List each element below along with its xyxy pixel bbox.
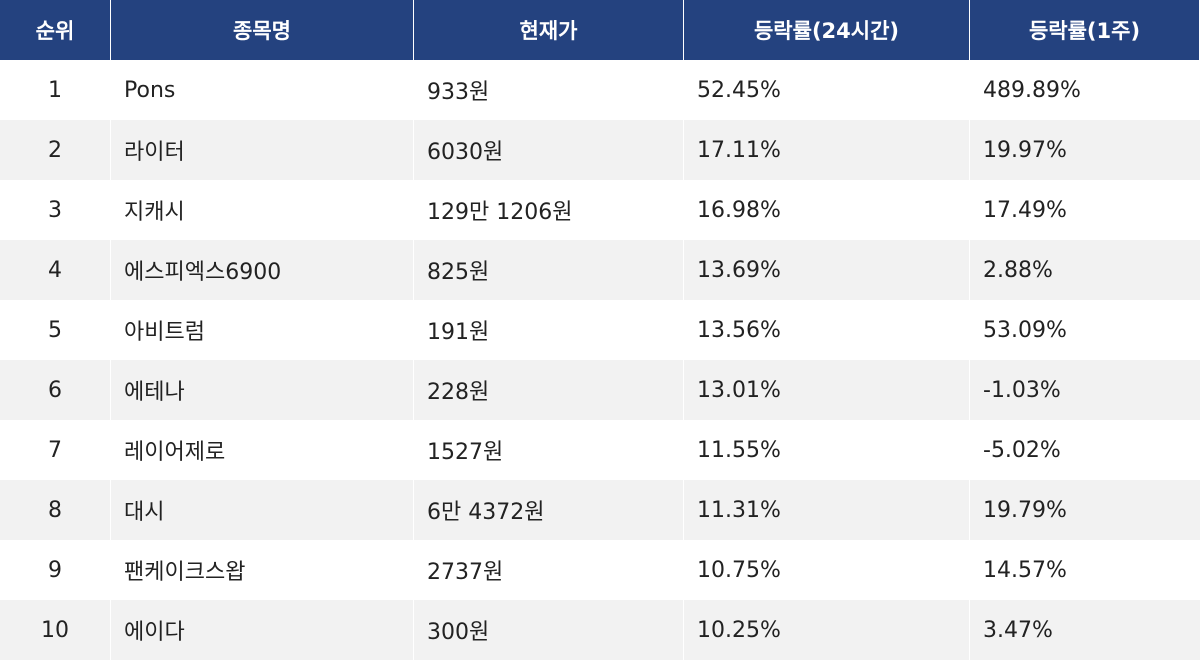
cell-rank: 1 — [0, 60, 111, 120]
cell-change-1w: -5.02% — [970, 420, 1200, 480]
header-change-1w: 등락률(1주) — [970, 0, 1200, 60]
cell-change-1w: 19.79% — [970, 480, 1200, 540]
cell-rank: 6 — [0, 360, 111, 420]
cell-change-24h: 10.25% — [684, 600, 970, 660]
cell-rank: 10 — [0, 600, 111, 660]
cell-name: 라이터 — [111, 120, 414, 180]
cell-change-1w: 3.47% — [970, 600, 1200, 660]
cell-price: 933원 — [414, 60, 684, 120]
cell-change-1w: 2.88% — [970, 240, 1200, 300]
cell-price: 1527원 — [414, 420, 684, 480]
cell-change-1w: 19.97% — [970, 120, 1200, 180]
cell-price: 6030원 — [414, 120, 684, 180]
header-name: 종목명 — [111, 0, 414, 60]
cell-rank: 7 — [0, 420, 111, 480]
cell-price: 6만 4372원 — [414, 480, 684, 540]
header-change-24h: 등락률(24시간) — [684, 0, 970, 60]
cell-rank: 4 — [0, 240, 111, 300]
cell-name: Pons — [111, 60, 414, 120]
cell-price: 129만 1206원 — [414, 180, 684, 240]
cell-change-1w: 53.09% — [970, 300, 1200, 360]
cell-change-24h: 10.75% — [684, 540, 970, 600]
cell-price: 2737원 — [414, 540, 684, 600]
cell-rank: 8 — [0, 480, 111, 540]
cell-change-24h: 16.98% — [684, 180, 970, 240]
cell-rank: 3 — [0, 180, 111, 240]
cell-price: 191원 — [414, 300, 684, 360]
cell-change-24h: 13.69% — [684, 240, 970, 300]
cell-price: 825원 — [414, 240, 684, 300]
cell-name: 에스피엑스6900 — [111, 240, 414, 300]
cell-change-24h: 11.55% — [684, 420, 970, 480]
cell-change-24h: 11.31% — [684, 480, 970, 540]
cell-change-1w: 14.57% — [970, 540, 1200, 600]
cell-change-24h: 52.45% — [684, 60, 970, 120]
cell-rank: 9 — [0, 540, 111, 600]
cell-price: 300원 — [414, 600, 684, 660]
cell-price: 228원 — [414, 360, 684, 420]
cell-change-1w: 17.49% — [970, 180, 1200, 240]
cell-change-1w: -1.03% — [970, 360, 1200, 420]
cell-name: 아비트럼 — [111, 300, 414, 360]
cell-change-24h: 17.11% — [684, 120, 970, 180]
cell-name: 지캐시 — [111, 180, 414, 240]
cell-name: 에테나 — [111, 360, 414, 420]
cell-rank: 2 — [0, 120, 111, 180]
header-price: 현재가 — [414, 0, 684, 60]
cell-change-24h: 13.01% — [684, 360, 970, 420]
cell-name: 팬케이크스왑 — [111, 540, 414, 600]
cell-name: 대시 — [111, 480, 414, 540]
cell-name: 에이다 — [111, 600, 414, 660]
cell-change-24h: 13.56% — [684, 300, 970, 360]
cell-rank: 5 — [0, 300, 111, 360]
cell-change-1w: 489.89% — [970, 60, 1200, 120]
header-rank: 순위 — [0, 0, 111, 60]
cell-name: 레이어제로 — [111, 420, 414, 480]
